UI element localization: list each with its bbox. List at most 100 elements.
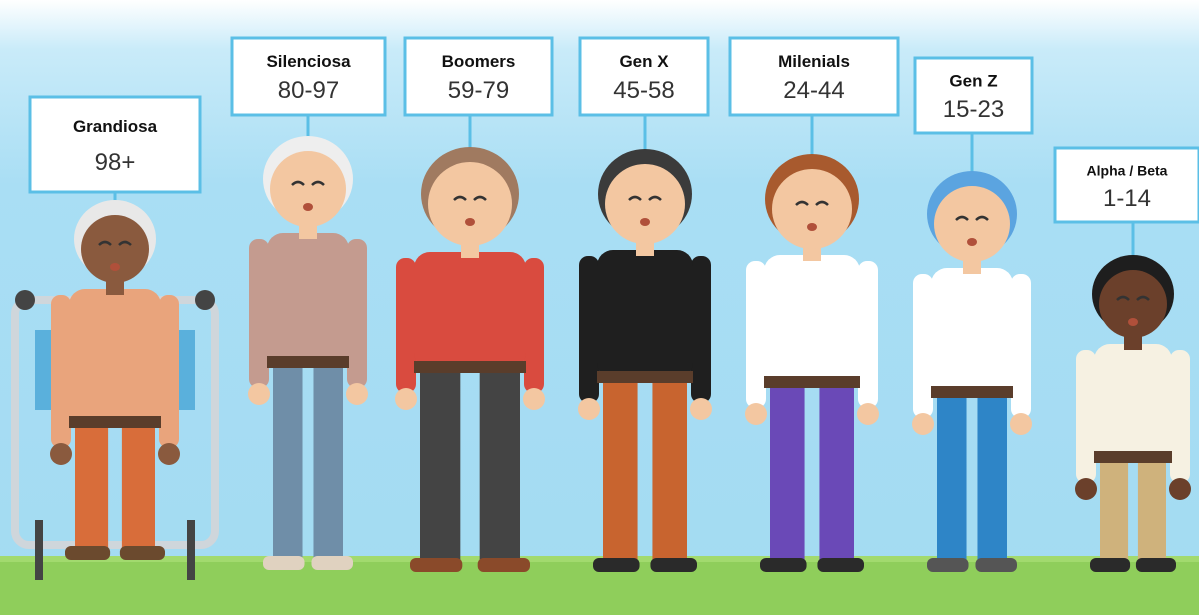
leg (1100, 455, 1129, 562)
hand (50, 443, 72, 465)
head (1099, 270, 1167, 338)
generation-name: Alpha / Beta (1087, 162, 1168, 178)
arm (913, 274, 933, 418)
generation-name: Grandiosa (73, 117, 158, 136)
age-range: 45-58 (613, 77, 674, 104)
age-range: 15-23 (943, 96, 1004, 123)
torso (764, 255, 860, 384)
eye (955, 215, 989, 221)
shoe (263, 556, 305, 570)
generation: Grandiosa 98+ (11, 95, 219, 580)
generation-name: Boomers (442, 52, 516, 71)
head (270, 151, 346, 227)
leg (75, 420, 109, 550)
age-range: 24-44 (783, 77, 844, 104)
torso (931, 268, 1013, 394)
generation: Milenials 24-44 (728, 36, 900, 572)
shoe (477, 558, 530, 572)
age-range: 1-14 (1103, 185, 1151, 212)
arm (858, 261, 878, 408)
leg (770, 380, 805, 562)
arm (691, 256, 711, 403)
arm (579, 256, 599, 403)
wheel (195, 290, 215, 310)
arm (396, 258, 416, 393)
age-range: 80-97 (278, 77, 339, 104)
wheel (187, 520, 195, 580)
mouth (807, 223, 817, 231)
eye (291, 180, 325, 186)
leg (313, 360, 343, 560)
head (934, 186, 1010, 262)
shoe (817, 558, 864, 572)
arm (1011, 274, 1031, 418)
hand (158, 443, 180, 465)
hand (745, 403, 767, 425)
arm (249, 239, 269, 388)
eye (628, 195, 662, 201)
eye (453, 195, 487, 201)
mouth (640, 218, 650, 226)
generation: Boomers 59-79 (395, 36, 554, 572)
label-box (1053, 146, 1199, 224)
label-box (913, 56, 1034, 135)
hand (395, 388, 417, 410)
leg (603, 375, 638, 562)
eye (1116, 295, 1150, 301)
eye (98, 240, 132, 246)
arm (347, 239, 367, 388)
wheel (35, 520, 43, 580)
shoe (975, 558, 1017, 572)
head (428, 162, 512, 246)
label-box (403, 36, 554, 117)
shoe (650, 558, 697, 572)
arm (159, 295, 179, 448)
label-box (28, 95, 202, 194)
belt (69, 416, 161, 428)
hand (1169, 478, 1191, 500)
age-range: 98+ (95, 149, 136, 176)
arm (746, 261, 766, 408)
shoe (927, 558, 969, 572)
leg (121, 420, 155, 550)
generation: Silenciosa 80-97 (230, 36, 387, 570)
shoe (119, 546, 165, 560)
generation: Alpha / Beta 1-14 (1053, 146, 1199, 572)
hand (690, 398, 712, 420)
hand (578, 398, 600, 420)
label-box (728, 36, 900, 117)
belt (414, 361, 526, 373)
arm (1170, 350, 1190, 483)
generation-name: Gen X (619, 52, 669, 71)
leg (652, 375, 687, 562)
leg (479, 365, 520, 562)
torso (69, 289, 161, 424)
shoe (65, 546, 111, 560)
hand (857, 403, 879, 425)
belt (1094, 451, 1172, 463)
wheel (15, 290, 35, 310)
head (81, 215, 149, 283)
generation: Gen Z 15-23 (912, 56, 1034, 572)
belt (597, 371, 693, 383)
shoe (311, 556, 353, 570)
generation-name: Silenciosa (266, 52, 351, 71)
mouth (1128, 318, 1138, 326)
arm (51, 295, 71, 448)
belt (764, 376, 860, 388)
hand (346, 383, 368, 405)
generation-name: Milenials (778, 52, 850, 71)
torso (414, 252, 526, 369)
leg (420, 365, 461, 562)
mouth (967, 238, 977, 246)
belt (267, 356, 349, 368)
mouth (110, 263, 120, 271)
hand (1075, 478, 1097, 500)
shoe (760, 558, 807, 572)
label-box (230, 36, 387, 117)
age-range: 59-79 (448, 77, 509, 104)
generation-name: Gen Z (949, 71, 997, 90)
hand (248, 383, 270, 405)
hand (912, 413, 934, 435)
